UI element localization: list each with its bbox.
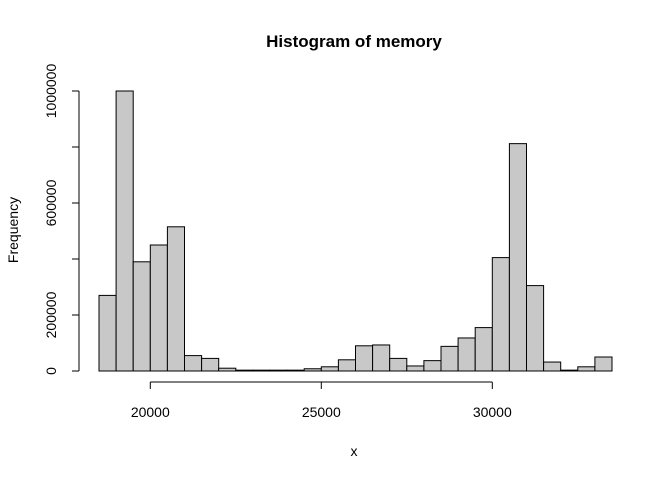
histogram-bar — [337, 359, 356, 372]
x-tick-label: 25000 — [302, 404, 341, 420]
histogram-bar — [184, 355, 203, 372]
x-axis: 20000 25000 30000 — [131, 381, 512, 420]
histogram-bar — [218, 367, 237, 372]
histogram-bar — [115, 90, 134, 372]
y-tick-label: 600000 — [43, 179, 59, 226]
histogram-bar — [560, 369, 579, 372]
histogram-bar — [149, 244, 168, 372]
x-axis-label: x — [351, 443, 358, 459]
histogram-bar — [303, 368, 322, 372]
histogram-bar — [235, 369, 254, 372]
histogram-bar — [526, 285, 545, 372]
histogram-bar — [372, 344, 391, 372]
histogram-bar — [252, 369, 271, 372]
histogram-bar — [389, 357, 408, 372]
histogram-bar — [577, 366, 596, 372]
histogram-bar — [594, 356, 613, 372]
histogram-bar — [98, 294, 117, 372]
histogram-bar — [491, 257, 510, 372]
y-tick-label: 200000 — [43, 291, 59, 338]
histogram-bar — [201, 357, 220, 372]
histogram-bar — [269, 369, 288, 372]
histogram-bar — [457, 337, 476, 372]
histogram-bar — [508, 143, 527, 372]
histogram-bar — [286, 369, 305, 372]
x-tick-label: 30000 — [473, 404, 512, 420]
histogram-bar — [423, 360, 442, 372]
y-tick-label: 1000000 — [43, 64, 59, 119]
histogram-bar — [440, 345, 459, 372]
histogram-bar — [355, 345, 374, 372]
x-tick-label: 20000 — [131, 404, 170, 420]
histogram-bar — [132, 261, 151, 372]
bars-group — [98, 90, 613, 372]
histogram-bar — [474, 327, 493, 372]
y-tick-label: 0 — [43, 367, 59, 375]
histogram-bar — [166, 226, 185, 372]
histogram-bar — [406, 365, 425, 372]
histogram-bar — [320, 366, 339, 372]
y-axis-label: Frequency — [5, 197, 21, 263]
histogram-bar — [543, 361, 562, 372]
chart-title: Histogram of memory — [266, 32, 442, 51]
y-axis: 0 200000 600000 1000000 — [43, 64, 80, 375]
